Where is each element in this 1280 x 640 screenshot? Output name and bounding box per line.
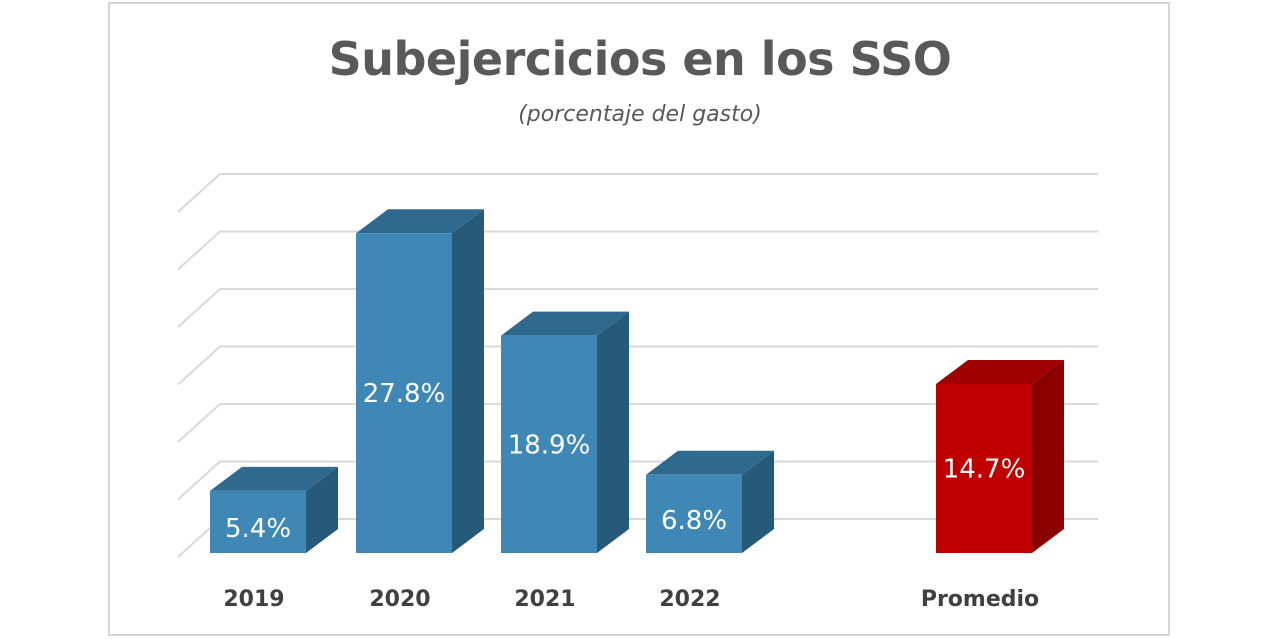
bar-front-Promedio — [936, 383, 1032, 553]
x-axis-ticks: 2019 2020 2021 2022 Promedio — [223, 587, 1039, 612]
bar-side-Promedio — [1032, 359, 1064, 553]
chart-subtitle: (porcentaje del gasto) — [518, 102, 762, 127]
bars: 5.4% 27.8% 18.9% 6.8% 14.7% — [210, 209, 1064, 554]
tick-label-2021: 2021 — [514, 587, 575, 612]
bar-side-2020 — [452, 209, 484, 554]
bar-side-2021 — [597, 311, 629, 553]
data-label-2022: 6.8% — [661, 506, 727, 536]
tick-label-2020: 2020 — [369, 587, 430, 612]
bar-top-2019 — [210, 466, 338, 491]
bar-side-2019 — [306, 466, 338, 553]
bar-front-2021 — [501, 335, 597, 553]
bar-front-2019 — [210, 490, 306, 553]
bar-top-Promedio — [936, 359, 1064, 384]
bar-2020: 27.8% — [356, 209, 484, 554]
tick-label-2022: 2022 — [659, 587, 720, 612]
bar-2021: 18.9% — [501, 311, 629, 553]
data-label-2020: 27.8% — [363, 379, 446, 409]
bar-top-2021 — [501, 311, 629, 336]
bar-2019: 5.4% — [210, 466, 338, 553]
bar-top-2022 — [646, 450, 774, 475]
bar-2022: 6.8% — [646, 450, 774, 553]
bar-front-2020 — [356, 233, 452, 554]
bar-front-2022 — [646, 474, 742, 553]
data-label-2021: 18.9% — [508, 430, 591, 460]
gridline-diagonal — [177, 230, 221, 271]
tick-label-Promedio: Promedio — [921, 587, 1039, 612]
gridline-diagonal — [177, 345, 221, 386]
data-label-2019: 5.4% — [225, 514, 291, 544]
gridline-diagonal — [177, 403, 221, 443]
gridline-diagonal — [177, 288, 221, 328]
gridline-diagonal — [177, 173, 221, 213]
bar-top-2020 — [356, 209, 484, 234]
bar-Promedio: 14.7% — [936, 359, 1064, 553]
gridline-diagonal — [177, 460, 221, 501]
bar-side-2022 — [742, 450, 774, 553]
data-label-Promedio: 14.7% — [943, 454, 1026, 484]
tick-label-2019: 2019 — [223, 587, 284, 612]
chart-title: Subejercicios en los SSO — [328, 32, 952, 86]
